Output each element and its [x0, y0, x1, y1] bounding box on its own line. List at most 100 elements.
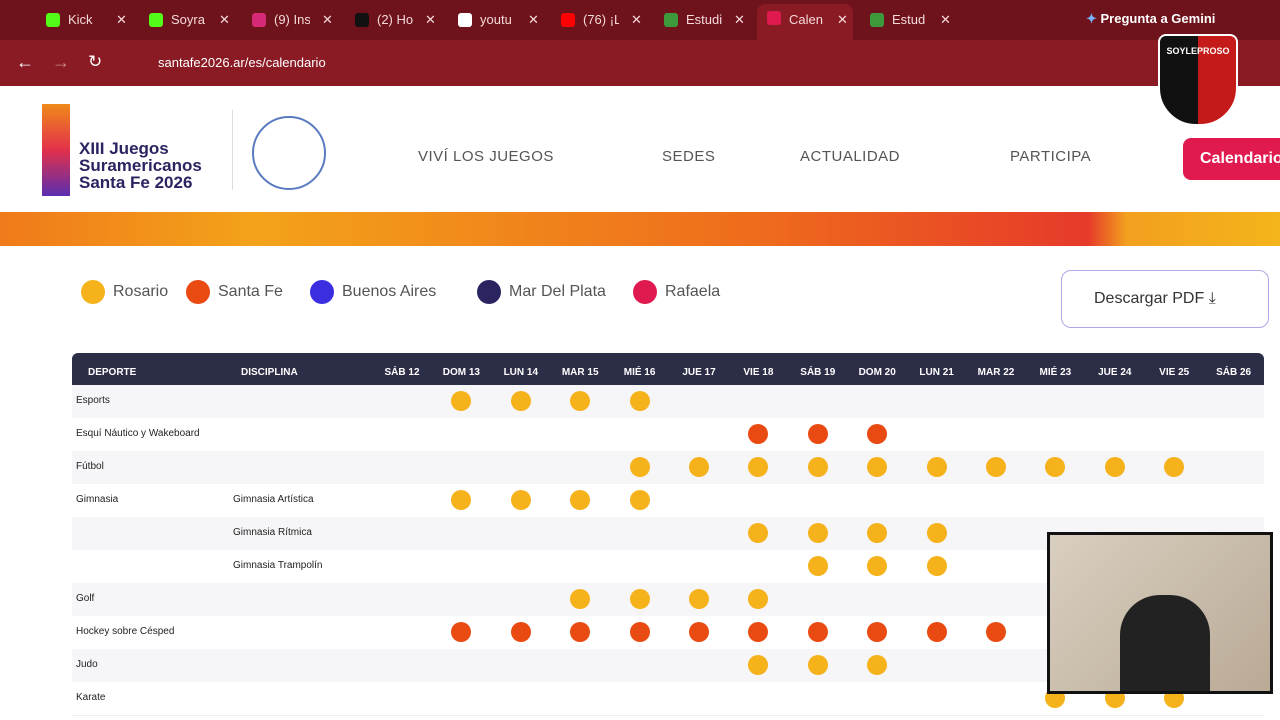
download-button[interactable]: Descargar PDF ⤓ [1061, 270, 1269, 328]
venue-dot [629, 490, 650, 510]
url[interactable]: santafe2026.ar/es/calendario [158, 55, 326, 70]
legend-swatch [477, 280, 501, 304]
tab-title: (2) Ho [377, 12, 413, 27]
tab[interactable]: Soyra ✕ [139, 6, 235, 34]
sport: Esports [76, 395, 110, 406]
table-row [72, 451, 1264, 485]
venue-dot [451, 490, 472, 510]
venue-dot [629, 622, 650, 642]
venue-dot [926, 457, 947, 477]
venue-dot [986, 457, 1006, 477]
venue-dot [926, 622, 947, 642]
tab-close[interactable]: ✕ [631, 12, 642, 27]
tab-close[interactable]: ✕ [219, 12, 230, 27]
tab[interactable]: Calen ✕ [757, 4, 853, 40]
tab-close[interactable]: ✕ [116, 12, 127, 27]
sport: Hockey sobre Césped [76, 626, 175, 637]
venue-dot [807, 457, 828, 477]
tab-title: youtu [480, 12, 512, 27]
venue-dot [451, 622, 472, 642]
tab-title: (9) Ins [274, 12, 310, 27]
tab[interactable]: (9) Ins ✕ [242, 6, 338, 34]
tab-title: Calen [789, 12, 823, 27]
sport: Gimnasia [76, 494, 119, 505]
venue-dot [867, 523, 888, 543]
logo-line: Suramericanos [79, 156, 202, 175]
download-label: Descargar PDF [1094, 290, 1205, 307]
tab-bar: Kick ✕ Soyra ✕ (9) Ins ✕ (2) Ho ✕ youtu ✕ (76) ¡L ✕… [0, 0, 1280, 40]
venue-dot [748, 622, 769, 642]
table-row [72, 418, 1264, 452]
tab[interactable]: Estud ✕ [860, 6, 956, 34]
tab-close[interactable]: ✕ [322, 12, 333, 27]
reload[interactable]: ↻ [88, 52, 103, 71]
torch-logo [42, 104, 70, 196]
day-header: MIÉ 16 [623, 367, 656, 378]
legend-swatch [310, 280, 334, 304]
day-header: MAR 15 [561, 367, 599, 378]
tab-icon [355, 13, 369, 27]
nav-item[interactable]: PARTICIPA [1010, 148, 1092, 165]
gemini-button[interactable]: ✦ Pregunta a Gemini [1086, 11, 1216, 26]
tab-title: (76) ¡L [583, 12, 619, 27]
day-header: JUE 24 [1098, 367, 1132, 378]
venue-dot [867, 424, 888, 444]
nav-item[interactable]: ACTUALIDAD [800, 148, 901, 165]
day-header: LUN 21 [919, 367, 954, 378]
legend-item: Rafaela [633, 280, 720, 304]
tab-icon [561, 13, 575, 27]
webcam-overlay [1047, 532, 1273, 694]
tab-close[interactable]: ✕ [528, 12, 539, 27]
table-header [72, 353, 1264, 390]
day-header: SÁB 12 [384, 367, 420, 378]
tab[interactable]: youtu ✕ [448, 6, 544, 34]
legend-label: Rosario [113, 283, 169, 300]
venue-dot [748, 655, 769, 675]
sport: Esquí Náutico y Wakeboard [76, 428, 200, 439]
forward[interactable]: → [52, 52, 70, 72]
day-header: VIE 25 [1159, 367, 1190, 378]
tab-close[interactable]: ✕ [734, 12, 745, 27]
logo-line: XIII Juegos [79, 139, 169, 158]
tab[interactable]: Kick ✕ [36, 6, 132, 34]
legend-label: Buenos Aires [342, 283, 437, 300]
tab[interactable]: (76) ¡L ✕ [551, 6, 647, 34]
back[interactable]: ← [16, 52, 34, 72]
venue-dot [1164, 457, 1185, 477]
venue-dot [451, 391, 472, 411]
nav-item[interactable]: VIVÍ LOS JUEGOS [418, 148, 554, 165]
tab-title: Estudi [686, 12, 722, 27]
nav-item[interactable]: SEDES [662, 148, 716, 165]
day-header: DOM 13 [442, 367, 480, 378]
venue-dot [570, 391, 591, 411]
venue-dot [1045, 457, 1066, 477]
tab-icon [767, 11, 781, 25]
logo-text: XIII Juegos Suramericanos Santa Fe 2026 [79, 140, 202, 191]
column-header: DEPORTE [88, 367, 137, 378]
table-row [72, 385, 1264, 419]
table-row [72, 484, 1264, 518]
venue-dot [807, 424, 828, 444]
venue-dot [689, 457, 709, 477]
tab-close[interactable]: ✕ [425, 12, 436, 27]
tab-close[interactable]: ✕ [940, 12, 951, 27]
venue-dot [867, 457, 888, 477]
day-header: JUE 17 [682, 367, 716, 378]
venue-dot [748, 523, 769, 543]
legend-item: Rosario [81, 280, 168, 304]
venue-dot [926, 556, 947, 576]
day-header: MAR 22 [977, 367, 1015, 378]
streamer-logo-text: SOYLEPROSO [1166, 46, 1230, 56]
venue-dot [1104, 457, 1125, 477]
tab-icon [664, 13, 678, 27]
sport: Karate [76, 692, 106, 703]
tab[interactable]: (2) Ho ✕ [345, 6, 441, 34]
cta-button[interactable]: Calendario [1183, 138, 1280, 180]
tab[interactable]: Estudi ✕ [654, 6, 750, 34]
tab-title: Kick [68, 12, 93, 27]
day-header: LUN 14 [503, 367, 539, 378]
venue-dot [807, 655, 828, 675]
discipline: Gimnasia Rítmica [233, 527, 312, 538]
tab-close[interactable]: ✕ [837, 12, 848, 27]
